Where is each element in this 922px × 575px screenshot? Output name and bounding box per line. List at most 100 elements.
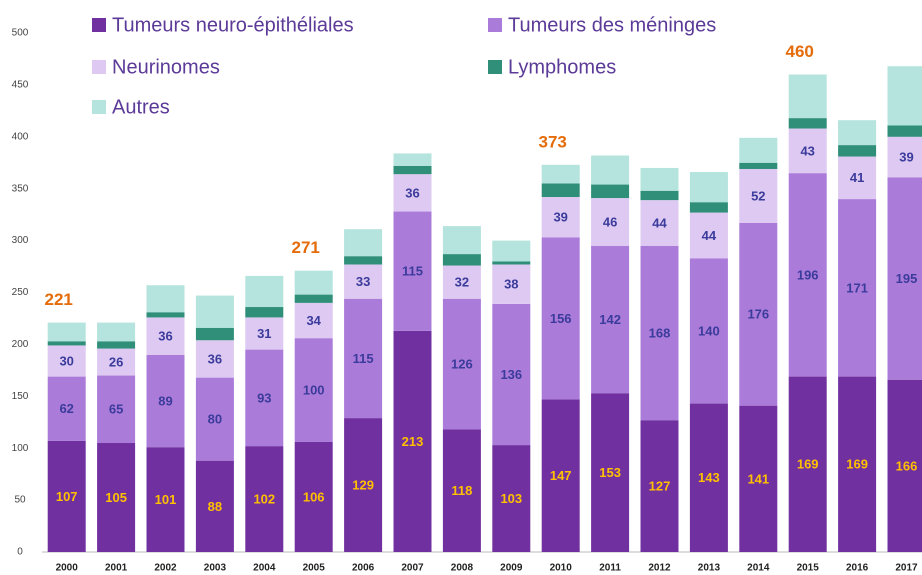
bar-segment	[294, 441, 333, 552]
y-tick-label: 500	[12, 28, 29, 39]
value-label: 36	[208, 351, 222, 366]
bar-segment	[344, 229, 383, 257]
value-label: 129	[352, 477, 374, 492]
value-label: 147	[550, 468, 572, 483]
bar-segment	[492, 264, 531, 304]
bar-segment	[344, 256, 383, 265]
value-label: 31	[257, 326, 271, 341]
bar-segment	[541, 197, 580, 238]
total-annotation: 271	[292, 238, 320, 257]
bar-segment	[838, 376, 877, 552]
value-label: 126	[451, 357, 473, 372]
bar-segment	[97, 375, 136, 444]
bar-segment	[591, 245, 630, 394]
bar-segment	[47, 440, 86, 552]
bar-segment	[195, 340, 234, 378]
legend-label: Tumeurs des méninges	[508, 14, 716, 36]
y-tick-label: 100	[12, 443, 29, 454]
value-label: 38	[504, 277, 518, 292]
bar-segment	[344, 264, 383, 299]
bar-segment	[492, 303, 531, 446]
y-tick-label: 350	[12, 183, 29, 194]
bar-segment	[146, 354, 185, 448]
legend-swatch	[92, 18, 106, 32]
value-label: 153	[599, 465, 621, 480]
bar-segment	[245, 349, 284, 447]
value-label: 142	[599, 312, 621, 327]
bar-segment	[689, 258, 728, 404]
x-tick-label: 2013	[698, 563, 721, 574]
value-label: 140	[698, 323, 720, 338]
value-label: 169	[797, 457, 819, 472]
bar-segment	[195, 377, 234, 461]
bar-segment	[146, 312, 185, 318]
x-tick-label: 2017	[895, 563, 918, 574]
bar-segment	[442, 298, 481, 430]
value-label: 33	[356, 274, 370, 289]
x-tick-label: 2008	[451, 563, 474, 574]
legend-swatch	[488, 60, 502, 74]
bar-segment	[344, 298, 383, 419]
bar-segment	[591, 155, 630, 185]
legend-swatch	[488, 18, 502, 32]
legend-label: Neurinomes	[112, 56, 220, 78]
legend-swatch	[92, 60, 106, 74]
value-label: 52	[751, 188, 765, 203]
value-label: 65	[109, 402, 123, 417]
bar-segment	[245, 317, 284, 350]
value-label: 213	[402, 434, 424, 449]
value-label: 44	[652, 215, 667, 230]
bar-segment	[195, 295, 234, 328]
x-tick-label: 2011	[599, 563, 621, 574]
bar-segment	[739, 405, 778, 552]
x-tick-label: 2014	[747, 563, 770, 574]
value-label: 43	[800, 143, 814, 158]
value-label: 141	[747, 471, 769, 486]
value-label: 169	[846, 457, 868, 472]
bar-segment	[294, 294, 333, 303]
total-annotation: 221	[45, 290, 73, 309]
value-label: 106	[303, 489, 325, 504]
value-label: 93	[257, 390, 271, 405]
value-label: 118	[451, 483, 472, 498]
x-tick-label: 2010	[550, 563, 573, 574]
x-tick-label: 2002	[154, 563, 177, 574]
value-label: 176	[747, 307, 769, 322]
bar-segment	[541, 237, 580, 400]
bar-segment	[788, 118, 827, 129]
bar-segment	[442, 265, 481, 299]
bar-segment	[689, 172, 728, 203]
y-tick-label: 200	[12, 339, 29, 350]
bar-segment	[689, 403, 728, 552]
bar-segment	[442, 226, 481, 255]
bar-segment	[294, 270, 333, 295]
value-label: 30	[59, 353, 73, 368]
bar-segment	[294, 338, 333, 442]
value-label: 115	[402, 264, 423, 279]
bar-segment	[887, 177, 922, 380]
x-tick-label: 2004	[253, 563, 276, 574]
bar-segment	[146, 317, 185, 355]
x-tick-label: 2001	[105, 563, 128, 574]
x-tick-label: 2015	[797, 563, 820, 574]
value-label: 143	[698, 470, 720, 485]
bar-segment	[47, 376, 86, 441]
x-tick-label: 2012	[648, 563, 671, 574]
bar-segment	[739, 162, 778, 169]
value-label: 36	[158, 329, 172, 344]
bar-segment	[442, 429, 481, 552]
value-label: 100	[303, 383, 325, 398]
value-label: 105	[105, 490, 127, 505]
bar-segment	[739, 222, 778, 406]
bar-segment	[97, 443, 136, 552]
bar-segment	[887, 66, 922, 126]
x-tick-label: 2003	[204, 563, 227, 574]
x-tick-label: 2007	[401, 563, 424, 574]
x-tick-label: 2005	[303, 563, 326, 574]
bar-segment	[788, 74, 827, 119]
value-label: 127	[649, 479, 671, 494]
x-tick-label: 2000	[56, 563, 79, 574]
bar-segment	[294, 302, 333, 339]
value-label: 41	[850, 170, 864, 185]
value-label: 107	[56, 489, 78, 504]
